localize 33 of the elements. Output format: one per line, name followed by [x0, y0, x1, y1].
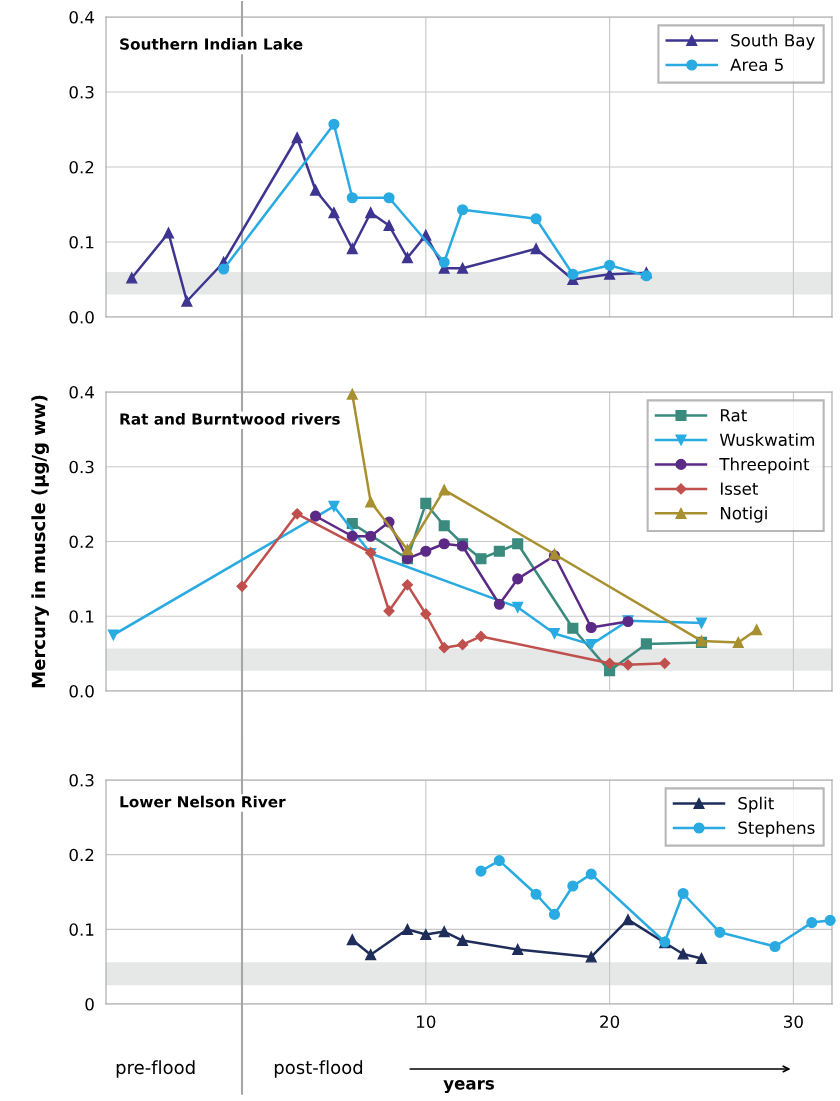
y-tick-label: 0 — [85, 997, 94, 1011]
y-tick-label: 0.4 — [69, 10, 94, 24]
y-tick-label: 0.2 — [69, 160, 94, 174]
y-tick-label: 0.3 — [69, 85, 94, 99]
y-tick-label: 0.3 — [69, 460, 94, 474]
legend-label: Stephens — [738, 821, 815, 838]
text: Southern Indian Lake — [120, 38, 303, 50]
text: Lower Nelson River — [120, 795, 286, 808]
x-tick-label: 30 — [784, 1015, 803, 1029]
y-tick-label: 0.2 — [69, 535, 94, 549]
y-tick-label: 0.2 — [69, 848, 94, 862]
legend-label: Notigi — [720, 506, 767, 523]
x-tick-label: 20 — [600, 1015, 620, 1029]
x-axis-title: years — [443, 1080, 494, 1093]
legend-label: Split — [738, 796, 774, 813]
legend-label: Wuskwatim — [719, 433, 814, 447]
y-tick-label: 0.3 — [69, 773, 94, 787]
legend-label: South Bay — [731, 33, 815, 50]
text: post-flood — [274, 1060, 363, 1078]
y-axis-title: Mercury in muscle (µg/g ww) — [31, 395, 49, 688]
legend-label: Area 5 — [730, 58, 783, 72]
y-tick-label: 0.4 — [69, 385, 94, 399]
y-tick-label: 0.1 — [69, 610, 94, 623]
y-tick-label: 0.0 — [69, 310, 94, 324]
legend-label: Threepoint — [719, 457, 810, 474]
text: pre-flood — [116, 1060, 195, 1078]
y-tick-label: 0.0 — [69, 684, 94, 698]
y-tick-label: 0.1 — [69, 235, 94, 249]
y-tick-label: 0.1 — [69, 923, 94, 936]
text: Rat and Burntwood rivers — [120, 412, 340, 425]
legend-label: Isset — [720, 482, 758, 495]
legend-label: Rat — [720, 409, 747, 422]
x-tick-label: 10 — [417, 1015, 436, 1029]
